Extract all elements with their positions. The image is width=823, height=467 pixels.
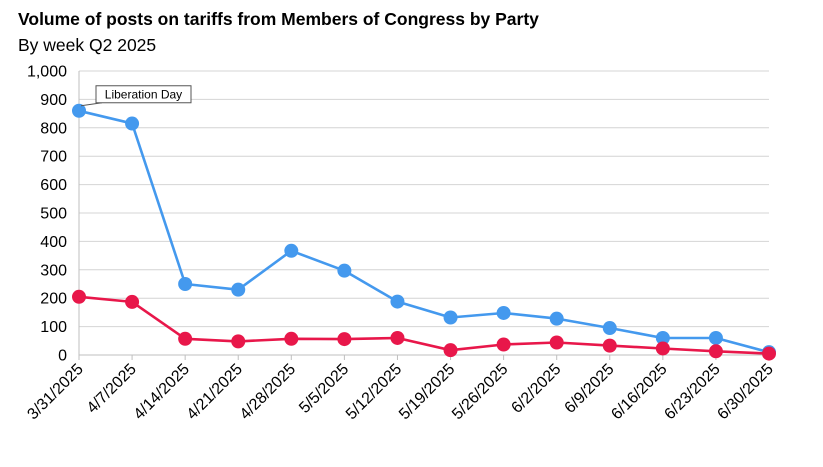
data-point <box>708 330 723 345</box>
data-point <box>178 331 193 346</box>
x-tick-label: 4/7/2025 <box>84 361 140 417</box>
annotation-layer: Liberation Day <box>80 85 192 107</box>
series-layer <box>72 103 776 361</box>
x-tick-label: 5/19/2025 <box>396 361 458 423</box>
data-point <box>496 305 511 320</box>
data-point <box>72 103 86 118</box>
series-line-1 <box>78 109 770 354</box>
data-point <box>72 289 86 304</box>
data-point <box>390 330 405 345</box>
x-tick-label: 3/31/2025 <box>24 361 86 423</box>
annotation-box <box>95 85 192 104</box>
y-tick-label: 500 <box>40 206 67 223</box>
x-tick-label: 6/30/2025 <box>714 361 776 423</box>
x-tick-label: 5/12/2025 <box>343 361 405 423</box>
x-tick-label: 6/9/2025 <box>562 361 618 417</box>
y-tick-label: 1,000 <box>27 64 67 81</box>
chart-subtitle: By week Q2 2025 <box>18 35 157 55</box>
data-point <box>762 346 776 361</box>
annotation-label: Liberation Day <box>105 87 182 101</box>
data-point <box>337 332 352 347</box>
data-point <box>284 243 299 258</box>
data-point <box>178 277 193 291</box>
data-point <box>708 344 723 359</box>
data-point <box>602 321 617 336</box>
y-axis: 0 100 200 300 400 500 600 700 800 900 1,000 <box>27 64 80 365</box>
data-point <box>602 338 617 353</box>
y-tick-label: 400 <box>40 234 67 251</box>
y-tick-label: 900 <box>40 92 67 109</box>
x-tick-label: 5/26/2025 <box>449 361 511 423</box>
data-point <box>284 331 299 346</box>
x-tick-label: 6/23/2025 <box>661 361 723 423</box>
y-tick-label: 600 <box>40 177 67 194</box>
data-point <box>549 311 564 326</box>
x-tick-label: 6/2/2025 <box>508 361 564 417</box>
y-tick-label: 300 <box>40 262 67 279</box>
data-point <box>443 343 458 358</box>
data-point <box>125 116 140 131</box>
data-point <box>655 330 670 345</box>
data-point <box>231 334 246 349</box>
data-point <box>443 310 458 325</box>
y-tick-label: 200 <box>40 291 67 308</box>
y-tick-label: 100 <box>40 319 67 336</box>
x-tick-label: 5/5/2025 <box>296 361 352 417</box>
data-point <box>125 294 140 309</box>
data-point <box>549 335 564 350</box>
chart-title: Volume of posts on tariffs from Members … <box>18 9 539 29</box>
x-tick-label: 6/16/2025 <box>608 361 670 423</box>
x-tick-label: 4/14/2025 <box>131 361 193 423</box>
data-point <box>231 282 246 297</box>
series-line-2 <box>78 295 770 355</box>
data-point <box>496 337 511 352</box>
y-tick-label: 0 <box>58 348 67 365</box>
x-tick-label: 4/21/2025 <box>184 361 246 423</box>
data-point <box>337 263 352 278</box>
gridlines <box>79 70 769 328</box>
x-tick-label: 4/28/2025 <box>237 361 299 423</box>
data-point <box>390 294 405 309</box>
x-axis: 3/31/20254/7/20254/14/20254/21/20254/28/… <box>24 354 777 423</box>
y-tick-label: 700 <box>40 149 67 166</box>
y-tick-label: 800 <box>40 120 67 137</box>
data-point <box>655 341 670 356</box>
